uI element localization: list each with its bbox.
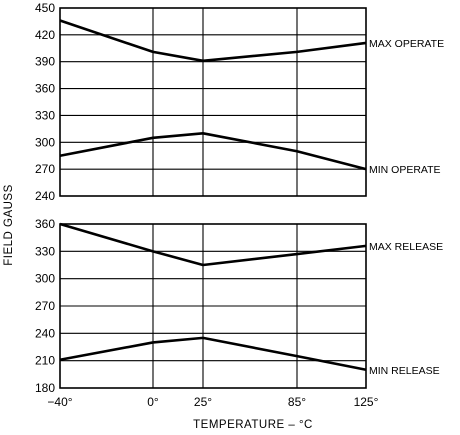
x-axis-label: TEMPERATURE – °C <box>193 419 313 431</box>
x-tick-label: 0° <box>147 395 159 409</box>
x-tick-label: 85° <box>288 395 306 409</box>
y-tick-label: 360 <box>35 82 55 96</box>
x-tick-label: −40° <box>47 395 72 409</box>
series-label: MAX RELEASE <box>369 241 443 253</box>
series-label: MIN OPERATE <box>369 164 441 176</box>
series-label: MAX OPERATE <box>369 38 444 50</box>
x-tick-label: 125° <box>354 395 379 409</box>
y-tick-label: 360 <box>35 217 55 231</box>
labels: 450 420 390 360 330 300 270 240 MAX OPERATE MIN O… <box>35 1 444 409</box>
y-tick-label: 240 <box>35 189 55 203</box>
series-line <box>59 222 367 267</box>
y-tick-label: 420 <box>35 28 55 42</box>
y-tick-label: 450 <box>35 1 55 15</box>
grid-lines <box>60 7 366 389</box>
y-tick-label: 330 <box>35 108 55 122</box>
y-tick-label: 210 <box>35 354 55 368</box>
series-line <box>59 132 367 171</box>
y-tick-label: 270 <box>35 162 55 176</box>
y-tick-label: 390 <box>35 55 55 69</box>
series-label: MIN RELEASE <box>369 365 440 377</box>
panel-frame <box>59 223 367 389</box>
y-tick-label: 240 <box>35 326 55 340</box>
panel-frames <box>59 7 367 389</box>
y-tick-label: 180 <box>35 381 55 395</box>
series-line <box>59 19 367 63</box>
series-lines <box>59 19 367 372</box>
y-tick-label: 330 <box>35 244 55 258</box>
x-tick-label: 25° <box>194 395 212 409</box>
y-tick-label: 270 <box>35 299 55 313</box>
y-tick-label: 300 <box>35 135 55 149</box>
series-line <box>59 336 367 372</box>
y-axis-label: FIELD GAUSS <box>3 184 15 266</box>
y-tick-label: 300 <box>35 272 55 286</box>
panel-frame <box>59 7 367 197</box>
